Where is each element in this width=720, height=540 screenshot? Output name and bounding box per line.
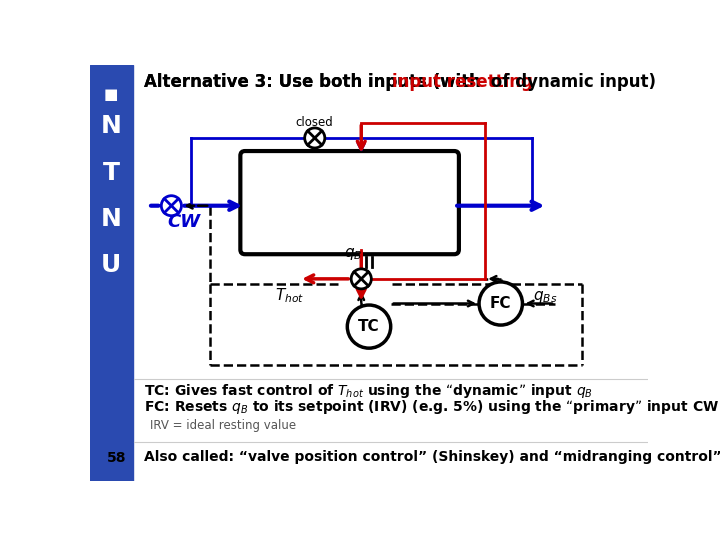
- Circle shape: [351, 269, 372, 289]
- FancyBboxPatch shape: [240, 151, 459, 254]
- Text: CW: CW: [168, 213, 201, 231]
- Text: N: N: [101, 207, 122, 231]
- Bar: [90, 65, 132, 481]
- Circle shape: [161, 195, 181, 215]
- Text: $q_B$: $q_B$: [344, 246, 363, 262]
- Text: U: U: [101, 253, 121, 277]
- Circle shape: [347, 305, 391, 348]
- Text: T: T: [102, 160, 120, 185]
- Text: $T_{hot}$: $T_{hot}$: [275, 286, 305, 305]
- Text: input resetting: input resetting: [392, 73, 533, 91]
- Text: TC: TC: [358, 319, 380, 334]
- Text: N: N: [101, 114, 122, 138]
- Text: TC: Gives fast control of $T_{hot}$ using the “dynamic” input $q_B$: TC: Gives fast control of $T_{hot}$ usin…: [144, 382, 593, 400]
- Text: FC: FC: [490, 296, 511, 311]
- Circle shape: [305, 128, 325, 148]
- Text: closed: closed: [296, 116, 333, 129]
- Circle shape: [479, 282, 523, 325]
- Text: 58: 58: [107, 450, 127, 464]
- Text: $q_{Bs}$: $q_{Bs}$: [534, 289, 557, 305]
- Text: Alternative 3: Use both inputs (with: Alternative 3: Use both inputs (with: [144, 73, 487, 91]
- Text: Alternative 3: Use both inputs (with: Alternative 3: Use both inputs (with: [144, 73, 487, 91]
- Text: FC: Resets $q_B$ to its setpoint (IRV) (e.g. 5%) using the “primary” input CW: FC: Resets $q_B$ to its setpoint (IRV) (…: [144, 397, 719, 416]
- Text: Also called: “valve position control” (Shinskey) and “midranging control” (Swede: Also called: “valve position control” (S…: [144, 450, 720, 464]
- Text: IRV = ideal resting value: IRV = ideal resting value: [150, 418, 297, 431]
- Text: ■: ■: [104, 86, 118, 102]
- Text: of dynamic input): of dynamic input): [485, 73, 656, 91]
